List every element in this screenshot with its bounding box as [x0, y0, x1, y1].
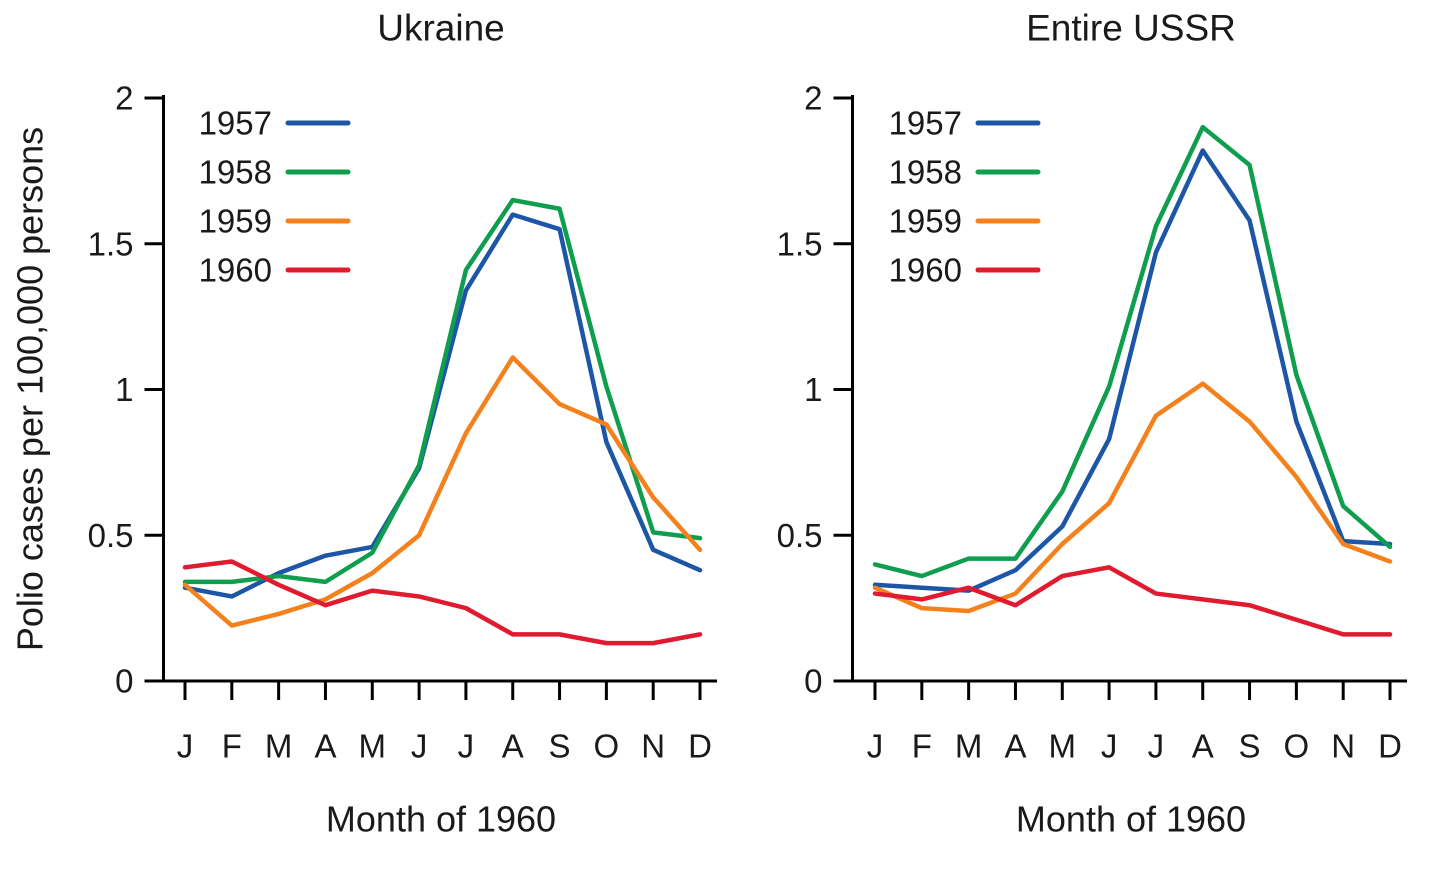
legend-label-1960: 1960: [889, 252, 962, 289]
series-line-1959: [182, 355, 703, 628]
y-tick-label: 0: [115, 663, 133, 700]
series-line-1958: [182, 197, 703, 585]
series-line-1960: [872, 565, 1393, 637]
y-tick-label: 0.5: [777, 517, 823, 554]
x-tick-label: A: [1192, 728, 1214, 765]
y-tick-label: 1: [804, 371, 822, 408]
x-tick-label: N: [641, 728, 665, 765]
y-tick-label: 1: [115, 371, 133, 408]
panel-title-ussr: Entire USSR: [1026, 8, 1236, 49]
x-tick-label: F: [222, 728, 242, 765]
x-tick-label: O: [594, 728, 620, 765]
x-tick-label: S: [1239, 728, 1261, 765]
y-axis-label: Polio cases per 100,000 persons: [10, 127, 51, 651]
legend-label-1960: 1960: [199, 252, 272, 289]
y-tick-label: 0: [804, 663, 822, 700]
x-tick-label: J: [1148, 728, 1165, 765]
x-tick-label: J: [411, 728, 428, 765]
x-axis-label-ussr: Month of 1960: [1016, 799, 1246, 840]
x-tick-label: A: [1004, 728, 1026, 765]
legend-label-1957: 1957: [199, 105, 272, 142]
x-tick-label: F: [912, 728, 932, 765]
x-tick-label: A: [502, 728, 524, 765]
legend-label-1958: 1958: [199, 154, 272, 191]
legend-label-1957: 1957: [889, 105, 962, 142]
x-tick-label: M: [1049, 728, 1077, 765]
y-tick-label: 1.5: [777, 225, 823, 262]
series-line-1959: [872, 381, 1393, 614]
x-tick-label: J: [458, 728, 475, 765]
x-tick-label: N: [1331, 728, 1355, 765]
x-tick-label: J: [867, 728, 884, 765]
x-tick-label: O: [1284, 728, 1310, 765]
legend-label-1959: 1959: [199, 203, 272, 240]
x-tick-label: D: [688, 728, 712, 765]
x-tick-label: M: [359, 728, 387, 765]
y-tick-label: 2: [804, 80, 822, 117]
y-tick-label: 0.5: [88, 517, 134, 554]
legend-label-1959: 1959: [889, 203, 962, 240]
series-line-1958: [872, 124, 1393, 579]
y-tick-label: 1.5: [88, 225, 134, 262]
x-axis-label-ukraine: Month of 1960: [326, 799, 556, 840]
legend-label-1958: 1958: [889, 154, 962, 191]
x-tick-label: D: [1378, 728, 1402, 765]
panel-title-ukraine: Ukraine: [377, 8, 505, 49]
series-line-1960: [182, 559, 703, 646]
x-tick-label: A: [314, 728, 336, 765]
x-tick-label: M: [955, 728, 983, 765]
y-tick-label: 2: [115, 80, 133, 117]
x-tick-label: S: [549, 728, 571, 765]
x-tick-label: J: [1101, 728, 1118, 765]
x-tick-label: J: [177, 728, 194, 765]
x-tick-label: M: [265, 728, 293, 765]
